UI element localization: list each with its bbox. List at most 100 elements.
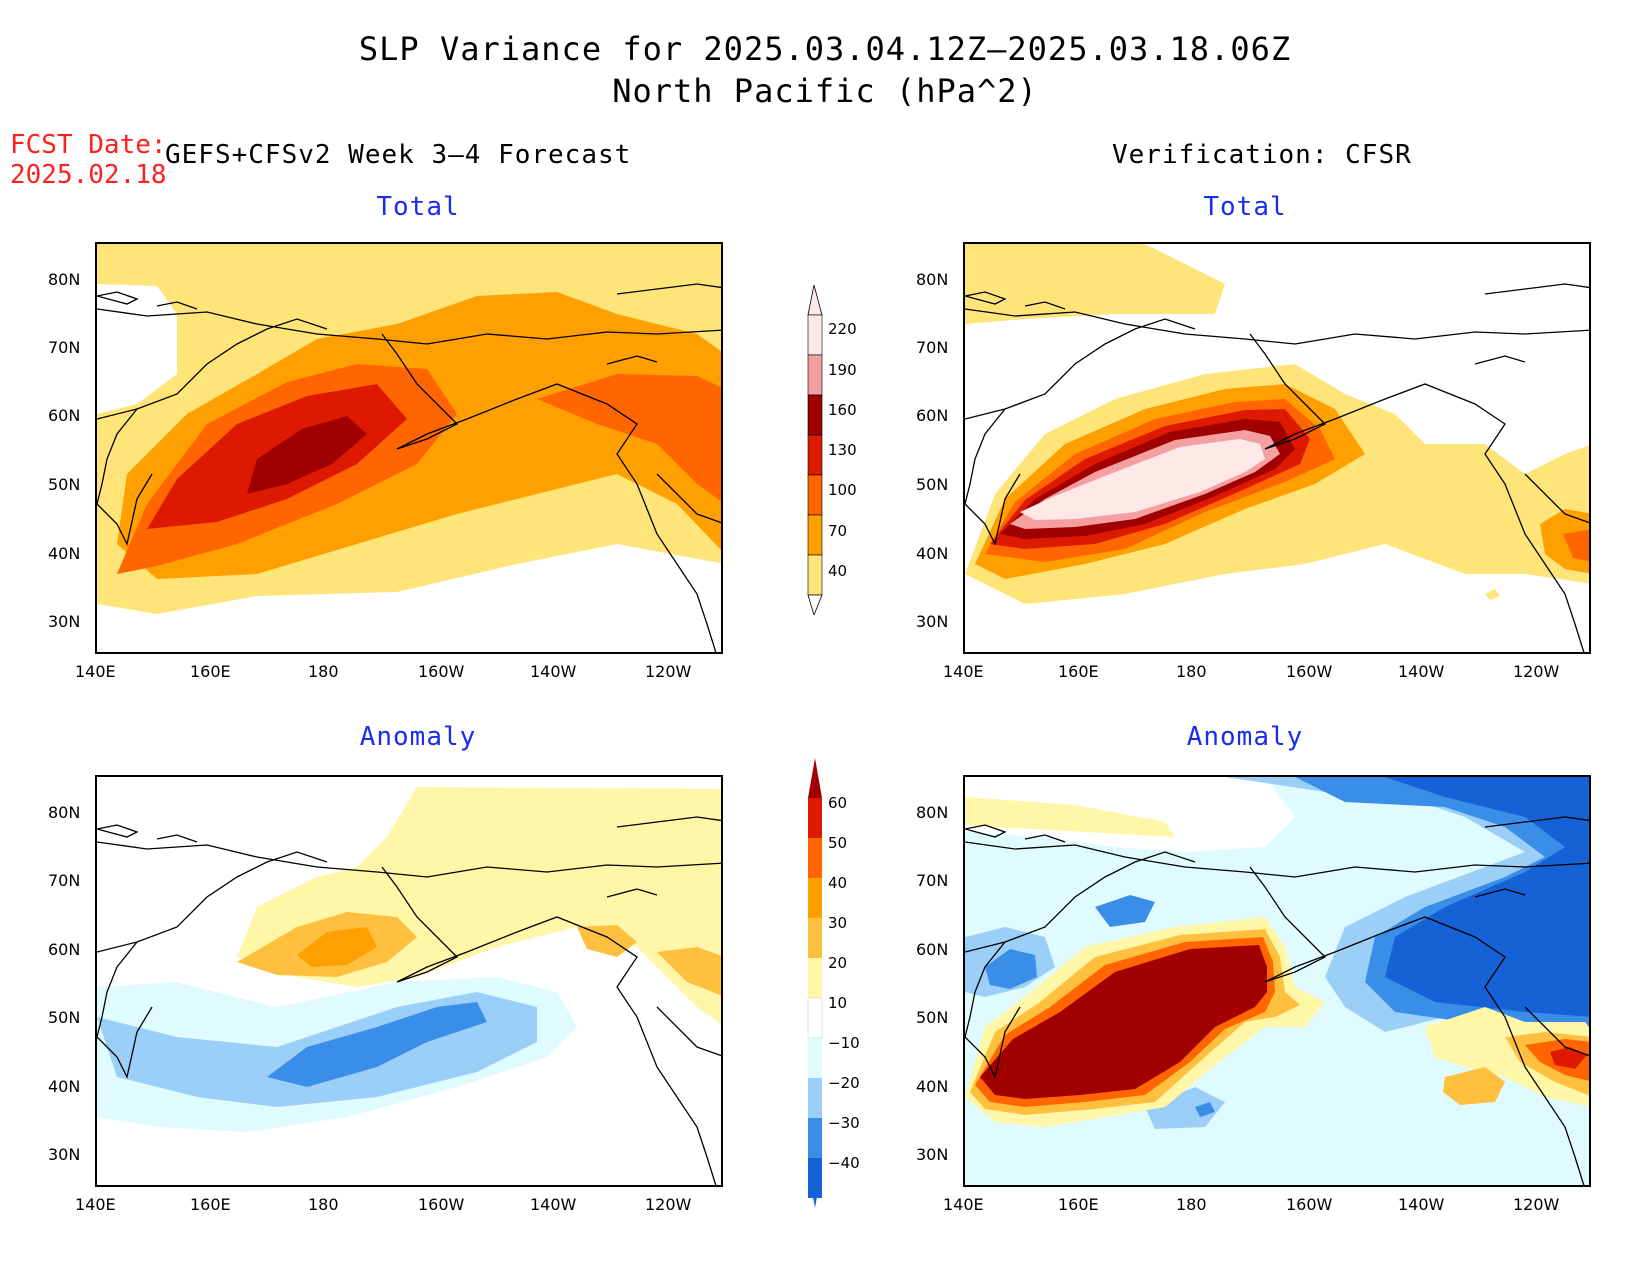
total-cbar-swatch — [807, 354, 823, 396]
lon-label: 140E — [943, 662, 984, 681]
lat-label: 30N — [48, 612, 81, 631]
anomaly-cbar-swatch — [808, 1038, 822, 1078]
lat-label: 70N — [48, 338, 81, 357]
total-cbar-label: 70 — [828, 522, 848, 540]
total-cbar-label: 130 — [828, 441, 857, 459]
lon-label: 180 — [308, 1195, 339, 1214]
total-cbar-label: 40 — [828, 562, 848, 580]
lat-label: 30N — [916, 612, 949, 631]
total-cbar-cap-bottom — [807, 594, 823, 617]
anomaly-cbar-swatch — [808, 1078, 822, 1118]
map-verification-total — [963, 242, 1591, 654]
lat-label: 40N — [916, 544, 949, 563]
lon-label: 140W — [530, 1195, 577, 1214]
lat-label: 70N — [48, 871, 81, 890]
lat-label: 70N — [916, 338, 949, 357]
lon-label: 160W — [418, 662, 465, 681]
lon-label: 180 — [1176, 1195, 1207, 1214]
anomaly-cbar-swatch — [808, 878, 822, 918]
lat-label: 70N — [916, 871, 949, 890]
anomaly-cbar-swatch — [808, 1118, 822, 1158]
lon-label: 140E — [75, 1195, 116, 1214]
panel-title-verification-anomaly: Anomaly — [1186, 722, 1304, 752]
forecast-heading: GEFS+CFSv2 Week 3–4 Forecast — [165, 140, 632, 170]
map-verification-anomaly — [963, 775, 1591, 1187]
anomaly-cbar-label: 10 — [828, 994, 848, 1012]
lat-label: 80N — [48, 803, 81, 822]
total-cbar-swatch — [807, 394, 823, 436]
lon-label: 180 — [1176, 662, 1207, 681]
lat-label: 50N — [48, 475, 81, 494]
lon-label: 140W — [1398, 1195, 1445, 1214]
anomaly-cbar-swatch — [807, 997, 823, 1039]
lat-label: 60N — [48, 940, 81, 959]
anomaly-cbar-label: 50 — [828, 834, 848, 852]
verification-heading: Verification: CFSR — [1112, 140, 1412, 170]
lon-label: 140W — [1398, 662, 1445, 681]
lon-label: 160W — [1286, 662, 1333, 681]
lat-label: 80N — [48, 270, 81, 289]
lon-label: 140E — [943, 1195, 984, 1214]
total-colorbar-swatches — [807, 284, 823, 617]
lon-label: 120W — [1513, 662, 1560, 681]
lon-label: 160W — [1286, 1195, 1333, 1214]
lon-label: 160E — [1058, 1195, 1099, 1214]
fcst-label: FCST Date: — [10, 130, 167, 160]
lat-label: 80N — [916, 803, 949, 822]
lat-label: 60N — [916, 940, 949, 959]
total-cbar-swatch — [807, 554, 823, 596]
panel-title-forecast-total: Total — [376, 192, 460, 222]
total-cbar-label: 190 — [828, 361, 857, 379]
lon-label: 120W — [645, 662, 692, 681]
lat-label: 30N — [48, 1145, 81, 1164]
anomaly-cbar-label: 20 — [828, 954, 848, 972]
anomaly-cbar-swatch — [808, 798, 822, 838]
anomaly-cbar-swatch — [808, 958, 822, 998]
lat-label: 40N — [48, 544, 81, 563]
lon-label: 160W — [418, 1195, 465, 1214]
total-cbar-swatch — [807, 434, 823, 476]
lon-label: 120W — [1513, 1195, 1560, 1214]
lon-label: 180 — [308, 662, 339, 681]
fcst-date-block: FCST Date: 2025.02.18 — [10, 130, 167, 190]
total-cbar-swatch — [807, 514, 823, 556]
panel-title-forecast-anomaly: Anomaly — [359, 722, 477, 752]
anomaly-cbar-swatch — [808, 838, 822, 878]
lat-label: 60N — [916, 406, 949, 425]
lon-label: 140E — [75, 662, 116, 681]
anomaly-cbar-label: −10 — [828, 1034, 860, 1052]
anomaly-cbar-swatch — [808, 918, 822, 958]
anomaly-cbar-label: −20 — [828, 1074, 860, 1092]
total-cbar-label: 160 — [828, 401, 857, 419]
anomaly-cbar-cap-bottom — [808, 1168, 822, 1208]
main-title: SLP Variance for 2025.03.04.12Z–2025.03.… — [358, 30, 1292, 68]
lat-label: 50N — [916, 475, 949, 494]
lat-label: 80N — [916, 270, 949, 289]
lon-label: 160E — [190, 1195, 231, 1214]
lat-label: 40N — [916, 1077, 949, 1096]
anomaly-colorbar-swatches — [807, 758, 823, 1208]
anomaly-cbar-label: −30 — [828, 1114, 860, 1132]
total-colorbar — [805, 284, 825, 619]
total-cbar-swatch — [807, 474, 823, 516]
lon-label: 120W — [645, 1195, 692, 1214]
total-cbar-label: 220 — [828, 320, 857, 338]
lon-label: 140W — [530, 662, 577, 681]
fcst-date: 2025.02.18 — [10, 160, 167, 190]
anomaly-cbar-label: 30 — [828, 914, 848, 932]
map-forecast-total — [95, 242, 723, 654]
lat-label: 60N — [48, 406, 81, 425]
main-subtitle: North Pacific (hPa^2) — [612, 72, 1038, 110]
map-forecast-anomaly — [95, 775, 723, 1187]
total-cbar-label: 100 — [828, 481, 857, 499]
anomaly-cbar-label: 60 — [828, 794, 848, 812]
anomaly-cbar-label: 40 — [828, 874, 848, 892]
lat-label: 30N — [916, 1145, 949, 1164]
total-cbar-swatch — [807, 314, 823, 356]
lon-label: 160E — [1058, 662, 1099, 681]
panel-title-verification-total: Total — [1203, 192, 1287, 222]
anomaly-cbar-cap-top — [808, 758, 822, 798]
lon-label: 160E — [190, 662, 231, 681]
anomaly-cbar-label: −40 — [828, 1154, 860, 1172]
lat-label: 50N — [48, 1008, 81, 1027]
